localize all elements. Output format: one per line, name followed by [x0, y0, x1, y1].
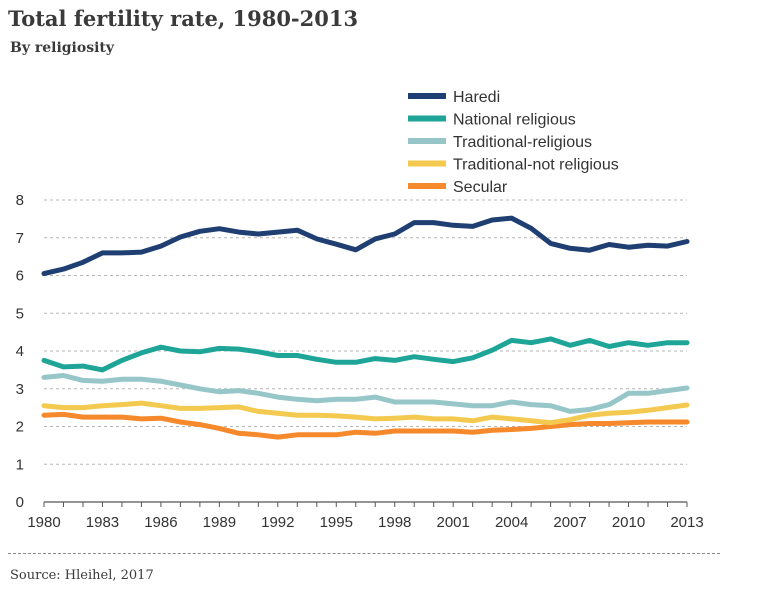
series-line-secular	[41, 411, 690, 440]
legend-label: Secular	[453, 179, 508, 196]
legend-label: National religious	[453, 112, 576, 129]
y-tick-label: 5	[16, 305, 24, 322]
x-tick-label: 1995	[320, 514, 353, 531]
legend-label: Traditional-not religious	[453, 157, 619, 174]
footer-divider	[8, 553, 720, 554]
y-tick-label: 4	[16, 343, 24, 360]
y-tick-label: 3	[16, 381, 24, 398]
x-tick-label: 1980	[27, 514, 60, 531]
series-lines	[41, 215, 690, 440]
legend-label: Haredi	[453, 89, 500, 106]
x-tick-label: 2010	[612, 514, 645, 531]
series-line-traditional-religious	[41, 373, 690, 414]
y-tick-label: 1	[16, 456, 24, 473]
legend: Haredi National religious Traditional-reli…	[408, 89, 619, 196]
x-tick-label: 1983	[86, 514, 119, 531]
y-tick-label: 7	[16, 230, 24, 247]
y-tick-label: 6	[16, 268, 24, 285]
y-tick-label: 8	[16, 192, 24, 209]
source-note: Source: Hleihel, 2017	[10, 568, 154, 583]
x-tick-label: 2013	[670, 514, 703, 531]
y-tick-label: 0	[16, 494, 24, 511]
legend-label: Traditional-religious	[453, 134, 592, 151]
x-tick-label: 1986	[144, 514, 177, 531]
x-tick-label: 1989	[203, 514, 236, 531]
chart-subtitle: By religiosity	[10, 40, 115, 56]
y-tick-label: 2	[16, 419, 24, 436]
x-tick-label: 1998	[378, 514, 411, 531]
x-tick-label: 2001	[436, 514, 469, 531]
x-tick-label: 2007	[553, 514, 586, 531]
series-line-traditional-not-religious	[41, 400, 690, 426]
series-line-national-religious	[41, 336, 690, 373]
axes: 0 1 2 3 4 5 6 7 8 1980 1983 1986 1989 1992 1995 1998 200…	[16, 192, 704, 531]
series-line-haredi	[41, 215, 690, 277]
x-tick-label: 1992	[261, 514, 294, 531]
x-tick-label: 2004	[495, 514, 528, 531]
chart-title: Total fertility rate, 1980-2013	[8, 6, 359, 31]
